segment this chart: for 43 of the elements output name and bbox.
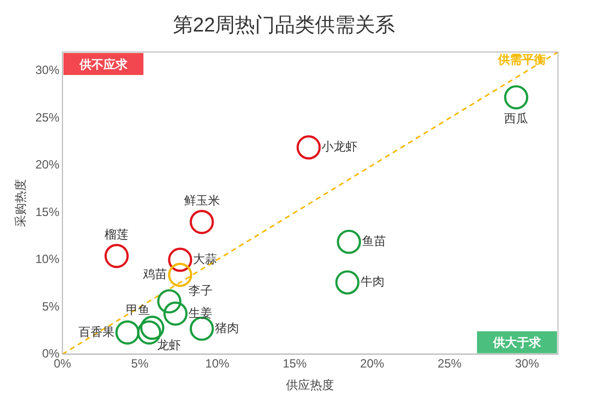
point [140, 316, 164, 340]
x-tick-label: 0% [54, 356, 72, 371]
x-tick-label: 20% [360, 356, 384, 371]
x-tick-label: 15% [282, 356, 308, 371]
y-tick-label: 10% [35, 252, 60, 266]
point [504, 85, 528, 110]
y-axis-title: 采购热度 [14, 179, 28, 228]
point [157, 289, 182, 314]
x-tick-label: 10% [205, 356, 230, 371]
x-tick-label: 5% [131, 356, 149, 371]
chart-title: 第22周热门品类供需关系 [172, 14, 396, 37]
y-tick-label: 25% [35, 110, 60, 124]
data-label: 生姜 [188, 306, 212, 320]
point [104, 244, 129, 268]
point [163, 301, 188, 326]
data-label: 李子 [188, 284, 212, 298]
y-tick-label: 30% [35, 63, 60, 78]
data-label: 猪肉 [214, 321, 239, 336]
point [296, 135, 321, 160]
point [335, 270, 360, 295]
point [115, 320, 140, 345]
point [168, 248, 192, 272]
data-label: 鱼苗 [362, 234, 386, 248]
data-label: 鲜玉米 [184, 193, 220, 208]
data-label: 百香果 [78, 324, 114, 339]
data-label: 小龙虾 [322, 140, 358, 154]
annotation: 供不应求 [78, 57, 128, 72]
x-tick-label: 25% [438, 356, 462, 371]
data-label: 甲鱼 [126, 303, 150, 318]
data-label: 西瓜 [504, 112, 528, 126]
data-label: 大蒜 [193, 252, 218, 266]
point [190, 210, 214, 234]
data-label: 鸡苗 [142, 267, 168, 282]
data-label: 牛肉 [360, 274, 384, 289]
data-label: 龙虾 [157, 338, 182, 352]
y-tick-label: 20% [35, 158, 60, 172]
point [336, 230, 362, 254]
x-tick-label: 30% [515, 356, 540, 371]
y-tick-label: 15% [35, 204, 60, 219]
x-axis-title: 供应热度 [286, 378, 334, 392]
y-tick-label: 5% [42, 299, 60, 314]
data-label: 榴莲 [104, 227, 129, 242]
annotation: 供大于求 [492, 336, 542, 350]
